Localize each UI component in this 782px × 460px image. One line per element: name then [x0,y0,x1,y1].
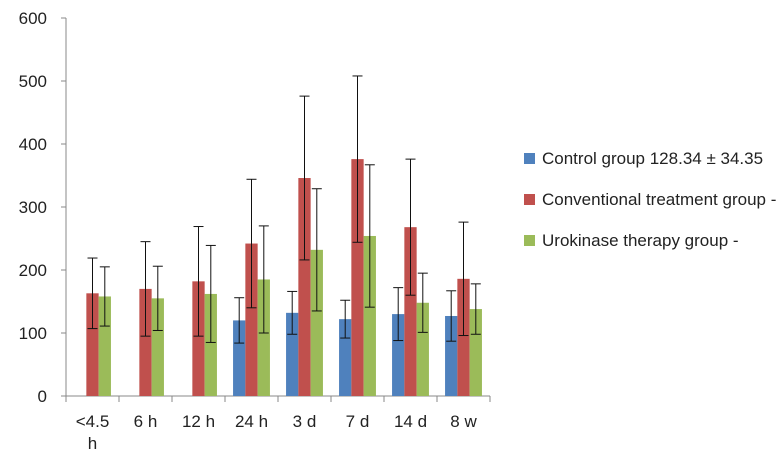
bar [98,296,111,396]
x-tick-label: 24 h [235,412,268,431]
bar [404,227,417,396]
y-tick-label: 300 [19,198,47,217]
bar [351,159,364,396]
bar [310,249,323,396]
legend-swatch-conventional [524,194,535,205]
bar [204,293,217,396]
legend-label-conventional: Conventional treatment group - [542,190,777,209]
bar [233,320,246,396]
bar [257,279,270,396]
bar [392,314,405,396]
x-tick-label: 3 d [293,412,317,431]
bar [363,235,376,396]
x-tick-label: <4.5 h [76,412,110,453]
y-tick-label: 0 [38,387,47,406]
bar [416,302,429,396]
bar [445,315,458,396]
bar [469,309,482,396]
bar [139,288,152,396]
x-tick-label: 7 d [346,412,370,431]
error-bars [87,75,481,344]
y-tick-label: 500 [19,72,47,91]
x-tick-label: 8 w [450,412,477,431]
bar [286,312,299,396]
legend-item-conventional: Conventional treatment group - [524,187,782,212]
legend-swatch-control [524,153,535,164]
bar [457,278,470,396]
legend-label-control: Control group 128.34 ± 34.35 [542,149,764,168]
x-tick-label: 6 h [134,412,158,431]
bar [245,243,258,396]
bar [151,298,164,396]
y-tick-label: 400 [19,135,47,154]
bar [298,178,311,396]
legend-item-urokinase: Urokinase therapy group - [524,228,782,253]
bar [86,293,99,396]
legend-item-control: Control group 128.34 ± 34.35 [524,146,782,171]
x-tick-label: 12 h [182,412,215,431]
x-tick-label: 14 d [394,412,427,431]
y-tick-label: 100 [19,324,47,343]
bars [86,159,482,396]
legend-label-urokinase: Urokinase therapy group - [542,231,739,250]
bar [192,281,205,396]
legend-swatch-urokinase [524,235,535,246]
y-tick-label: 600 [19,9,47,28]
legend: Control group 128.34 ± 34.35 Conventiona… [524,146,782,269]
tick-labels: 0 100 200 300 400 500 600 <4.5 h 6 h 12 h 24 h 3 d 7 … [19,9,478,453]
y-tick-label: 200 [19,261,47,280]
